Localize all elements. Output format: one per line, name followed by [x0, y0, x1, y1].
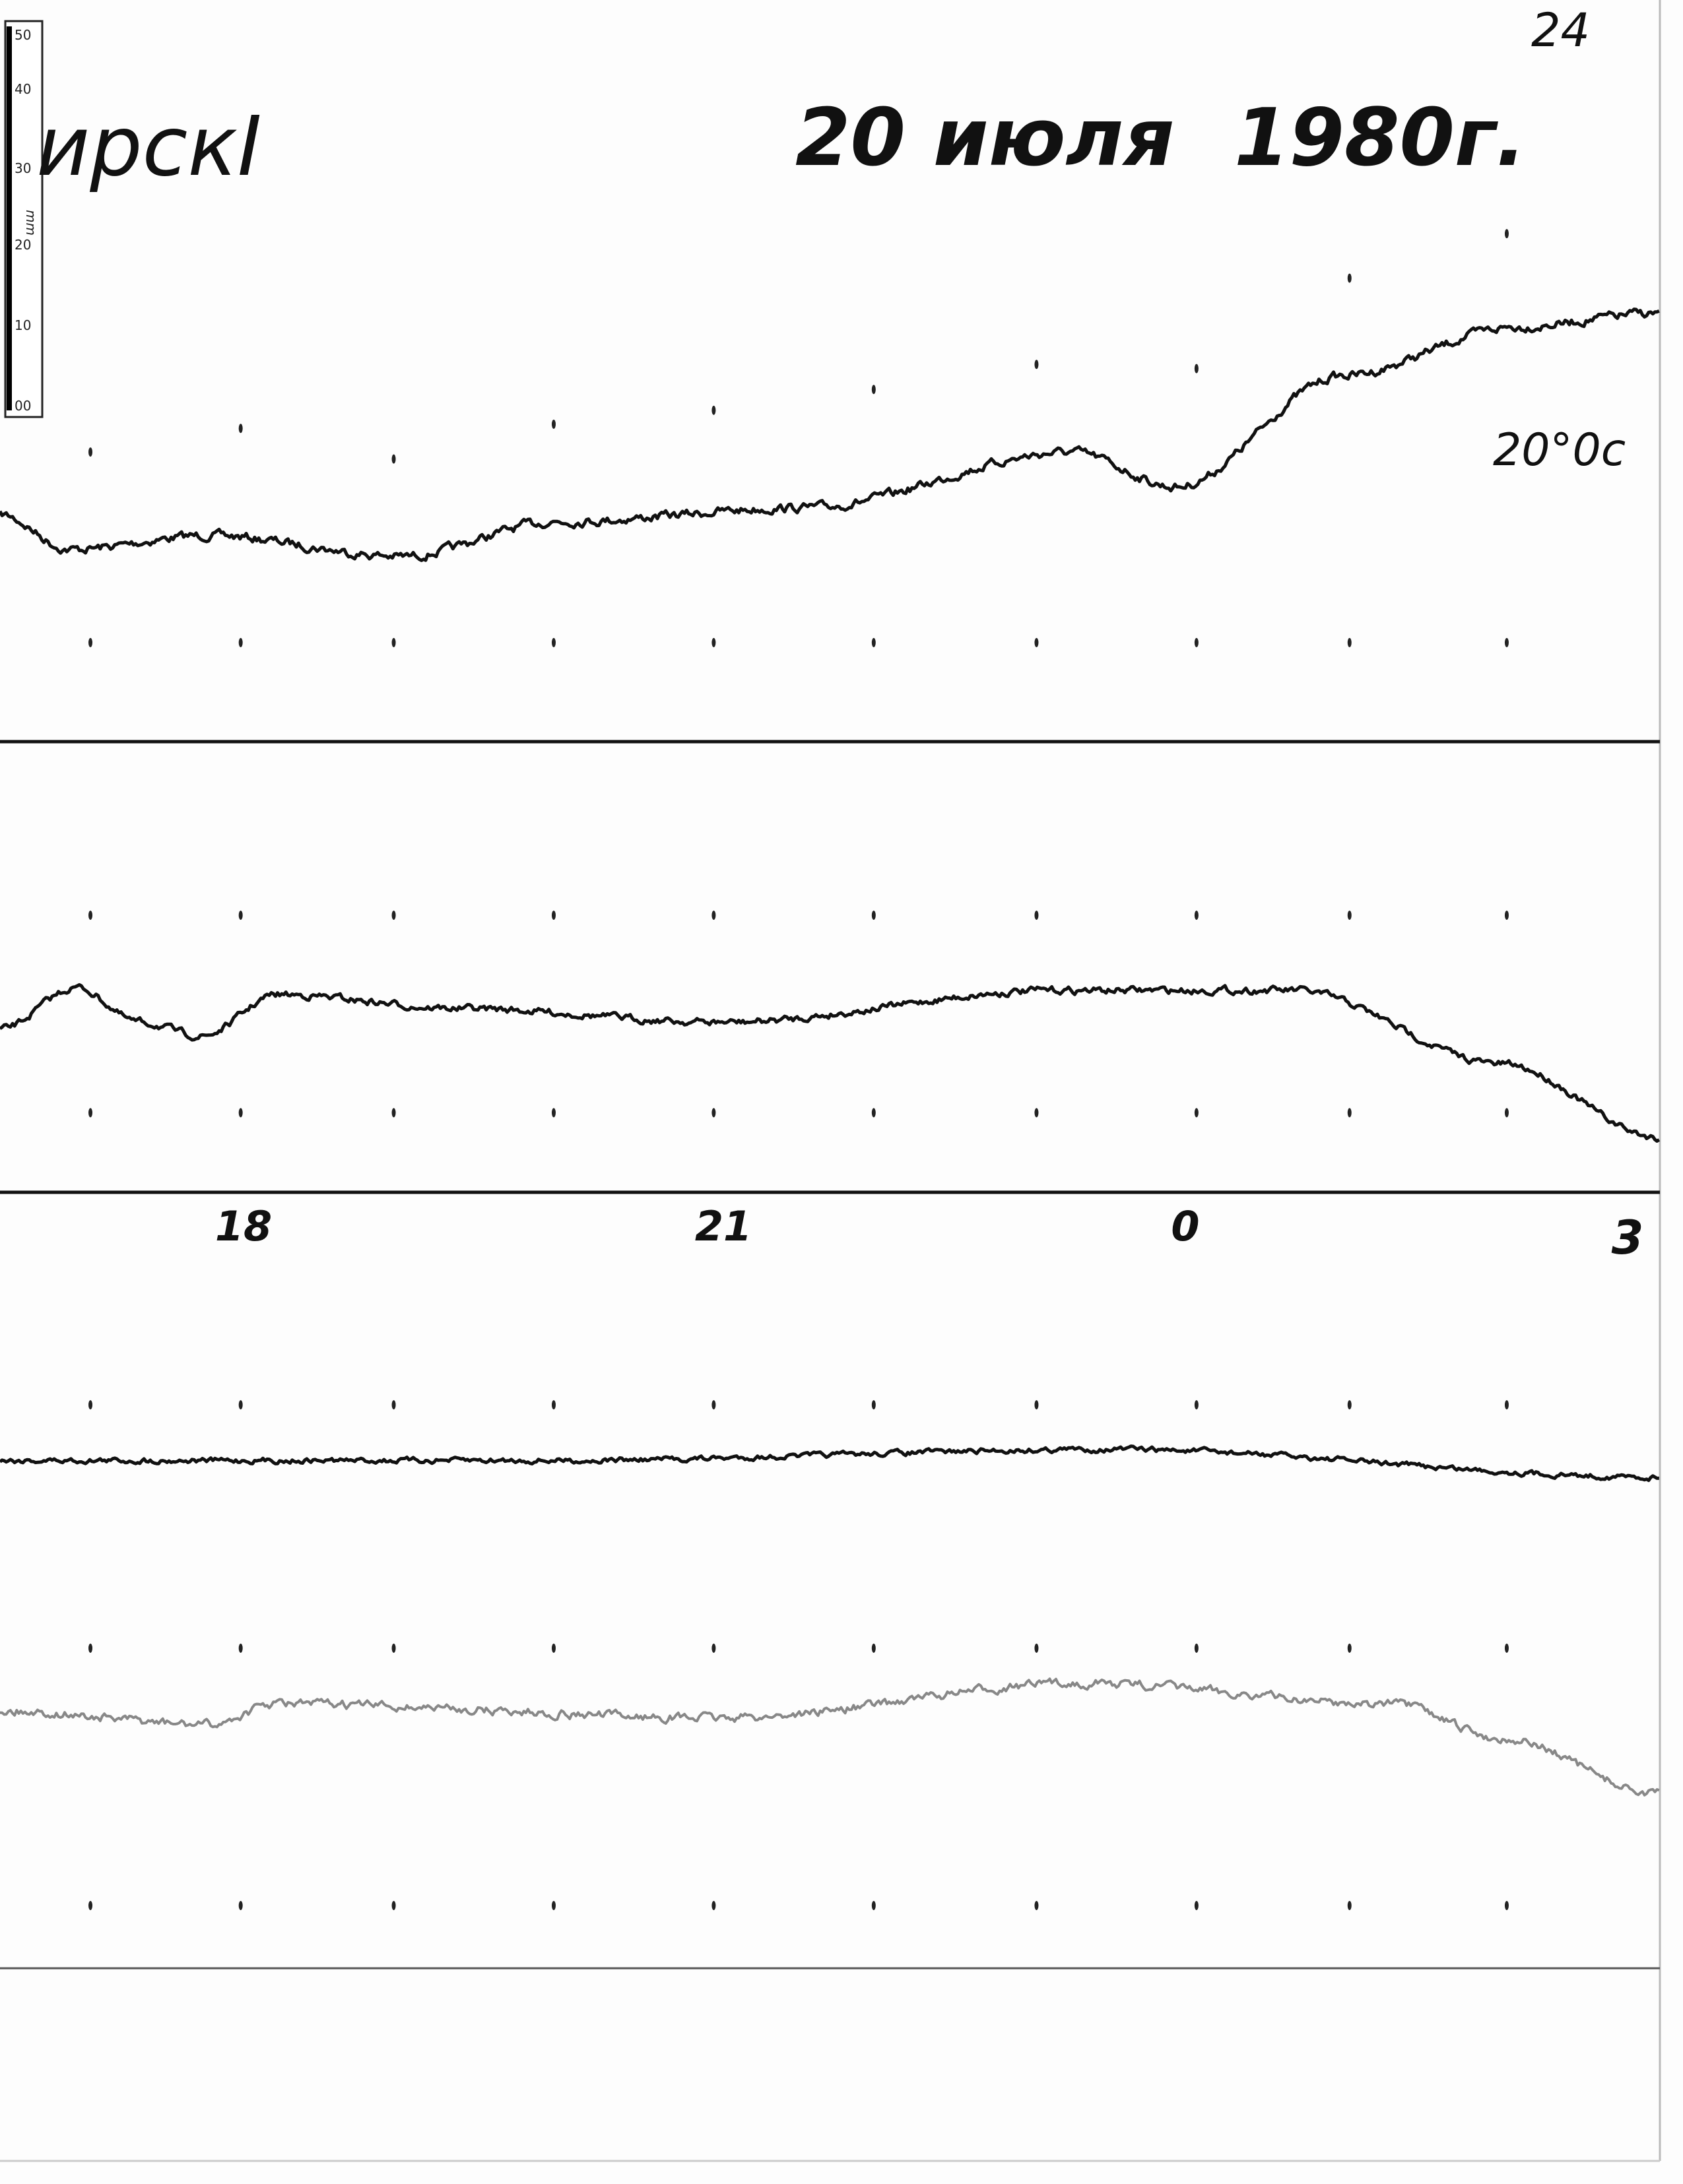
- timing-dot: [871, 911, 876, 920]
- timing-dot: [1347, 1400, 1352, 1410]
- ruler-unit: mm: [23, 210, 39, 236]
- timing-dot: [1504, 637, 1509, 647]
- timing-dot: [551, 1108, 556, 1118]
- time-label: 3: [1612, 1211, 1644, 1265]
- time-label: 18: [215, 1202, 272, 1250]
- timing-dot: [551, 419, 556, 429]
- timing-dot: [88, 1400, 93, 1410]
- timing-dot: [551, 637, 556, 647]
- ruler-label: 30: [15, 160, 31, 176]
- timing-dot: [1347, 1643, 1352, 1653]
- timing-dot: [711, 1900, 716, 1910]
- timing-dot: [391, 1108, 396, 1118]
- traces: [0, 229, 1661, 1910]
- timing-dot: [871, 1400, 876, 1410]
- timing-dot: [391, 911, 396, 920]
- timing-dot: [391, 637, 396, 647]
- trace: [0, 1677, 1660, 1797]
- timing-dot: [871, 637, 876, 647]
- timing-dot: [711, 911, 716, 920]
- annotation: 20°0c: [1493, 424, 1626, 476]
- timing-dot: [238, 1900, 243, 1910]
- timing-dot: [391, 1900, 396, 1910]
- time-label: 0: [1171, 1202, 1199, 1250]
- timing-dot: [1194, 1108, 1199, 1118]
- timing-dot: [1504, 229, 1509, 239]
- timing-dot: [711, 1108, 716, 1118]
- timing-dot: [1194, 1400, 1199, 1410]
- timing-dot: [1194, 1643, 1199, 1653]
- timing-dot: [238, 1108, 243, 1118]
- timing-dot: [1034, 1900, 1039, 1910]
- timing-dot: [551, 911, 556, 920]
- timing-dot: [1504, 1900, 1509, 1910]
- timing-dot: [871, 1108, 876, 1118]
- ruler-label: 00: [15, 398, 31, 414]
- timing-dot: [238, 1643, 243, 1653]
- timing-dot: [391, 1643, 396, 1653]
- timing-dot: [1504, 911, 1509, 920]
- timing-dot: [238, 637, 243, 647]
- trace: [0, 1444, 1659, 1483]
- time-label: 21: [695, 1202, 752, 1250]
- timing-dot: [1034, 1643, 1039, 1653]
- timing-dot: [711, 1400, 716, 1410]
- trace: [0, 983, 1661, 1143]
- ruler-label: 10: [15, 317, 31, 333]
- year: 1980г.: [1234, 92, 1526, 184]
- timing-dot: [1504, 1108, 1509, 1118]
- timing-dot: [1347, 911, 1352, 920]
- timing-dot: [551, 1643, 556, 1653]
- timing-dot: [551, 1400, 556, 1410]
- timing-dot: [1034, 1400, 1039, 1410]
- timing-dot: [238, 1400, 243, 1410]
- ruler-label: 20: [15, 237, 31, 253]
- timing-dot: [1504, 1400, 1509, 1410]
- timing-dot: [88, 447, 93, 457]
- timing-dot: [1194, 364, 1199, 373]
- timing-dot: [1347, 1900, 1352, 1910]
- timing-dot: [871, 385, 876, 395]
- timing-dot: [1347, 273, 1352, 283]
- timing-dot: [871, 1643, 876, 1653]
- trace: [0, 307, 1660, 562]
- timing-dot: [1504, 1643, 1509, 1653]
- timing-dot: [1347, 1108, 1352, 1118]
- timing-dot: [871, 1900, 876, 1910]
- timing-dot: [238, 424, 243, 434]
- timing-dot: [391, 1400, 396, 1410]
- date: 20 июля: [795, 92, 1174, 184]
- timing-dot: [88, 637, 93, 647]
- ruler: 50 40 30 20 10 00 mm: [4, 20, 44, 418]
- page-number: 24: [1531, 3, 1590, 57]
- ruler-label: 50: [15, 27, 31, 43]
- ruler-label: 40: [15, 81, 31, 97]
- timing-dot: [88, 911, 93, 920]
- timing-dot: [551, 1900, 556, 1910]
- timing-dot: [1034, 360, 1039, 369]
- timing-dot: [711, 637, 716, 647]
- timing-dot: [238, 911, 243, 920]
- station: ирскI: [36, 99, 262, 195]
- timing-dot: [711, 405, 716, 415]
- timing-dot: [88, 1643, 93, 1653]
- timing-dot: [1194, 911, 1199, 920]
- timing-dot: [88, 1108, 93, 1118]
- timing-dot: [391, 454, 396, 464]
- timing-dot: [1034, 1108, 1039, 1118]
- timing-dot: [1347, 637, 1352, 647]
- timing-dot: [1034, 637, 1039, 647]
- timing-dot: [1034, 911, 1039, 920]
- timing-dot: [1194, 637, 1199, 647]
- timing-dot: [1194, 1900, 1199, 1910]
- timing-dot: [88, 1900, 93, 1910]
- timing-dot: [711, 1643, 716, 1653]
